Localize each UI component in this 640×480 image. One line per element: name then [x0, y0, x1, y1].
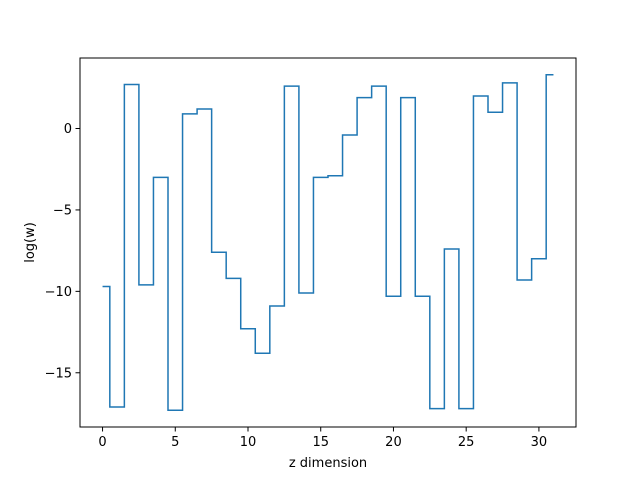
y-tick-label: 0	[64, 122, 72, 137]
x-axis-label: z dimension	[289, 456, 367, 471]
x-axis-ticks: 0 5 10 15 20 25 30	[98, 427, 547, 450]
x-tick-label: 20	[385, 435, 402, 450]
y-tick-label: −15	[45, 366, 72, 381]
y-tick-label: −5	[53, 203, 72, 218]
plot-area	[102, 74, 554, 411]
x-tick-label: 30	[531, 435, 548, 450]
x-tick-label: 5	[171, 435, 179, 450]
x-tick-label: 25	[458, 435, 475, 450]
x-tick-label: 10	[240, 435, 257, 450]
y-tick-label: −10	[45, 285, 72, 300]
y-axis-label: log(w)	[23, 222, 38, 263]
y-axis-ticks: −15 −10 −5 0	[45, 122, 80, 381]
x-tick-label: 15	[312, 435, 329, 450]
series-line-0	[102, 74, 554, 411]
axes-frame	[79, 57, 577, 428]
x-tick-label: 0	[98, 435, 106, 450]
